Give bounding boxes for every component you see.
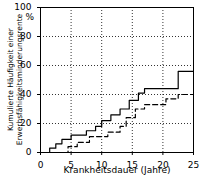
svg-text:Kumulierte Häufigkeit einer: Kumulierte Häufigkeit einer	[6, 27, 15, 131]
svg-text:60: 60	[20, 60, 32, 71]
svg-text:40: 40	[20, 89, 32, 100]
svg-text:80: 80	[20, 31, 32, 42]
svg-text:%: %	[25, 12, 34, 22]
svg-text:100: 100	[14, 2, 31, 12]
svg-text:0: 0	[26, 147, 32, 157]
svg-text:0: 0	[38, 160, 44, 170]
svg-text:25: 25	[188, 160, 199, 170]
svg-text:Krankheitsdauer (Jahre): Krankheitsdauer (Jahre)	[64, 165, 171, 175]
svg-text:20: 20	[20, 118, 32, 129]
svg-text:Erwerbsfähigkeitsminderungsren: Erwerbsfähigkeitsminderungsrente	[15, 13, 24, 145]
